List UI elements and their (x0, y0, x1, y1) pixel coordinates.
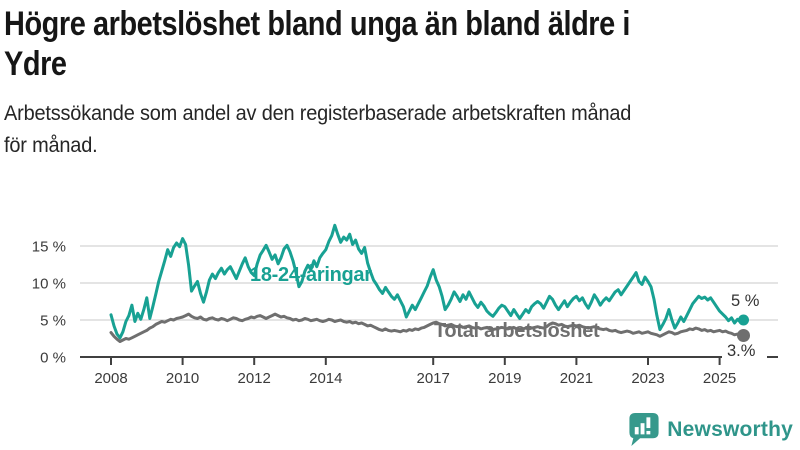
x-axis-tick-label: 2021 (560, 370, 593, 387)
newsworthy-wordmark: Newsworthy (667, 417, 793, 441)
series-end-dot (738, 314, 749, 326)
series-label: 18-24-åringar (250, 263, 372, 286)
subtitle-line-1: Arbetssökande som andel av den registerb… (4, 102, 632, 125)
chart-subtitle: Arbetssökande som andel av den registerb… (4, 98, 796, 162)
page-title: Högre arbetslöshet bland unga än bland ä… (4, 4, 796, 84)
x-axis-tick-label: 2023 (631, 370, 664, 387)
series-line-youth (109, 223, 745, 340)
series-end-value-label: 5 % (731, 292, 760, 310)
x-axis-tick-label: 2025 (703, 370, 736, 387)
series-end-dot (737, 329, 750, 342)
newsworthy-logo-icon (629, 412, 659, 447)
x-axis-tick-label: 2010 (166, 370, 199, 387)
unemployment-line-chart: 15 % 10 % 5 % 0 % 2008 2010 2012 2014 2017 2019 20… (32, 223, 778, 387)
y-axis-tick-label: 5 % (40, 313, 66, 330)
series-label: Total arbetslöshet (434, 320, 600, 342)
y-axis-tick-label: 10 % (32, 276, 66, 293)
title-line-1: Högre arbetslöshet bland unga än bland ä… (4, 5, 630, 43)
subtitle-line-2: för månad. (4, 134, 98, 157)
x-axis-tick-label: 2019 (488, 370, 521, 387)
x-axis-tick-label: 2017 (417, 370, 450, 387)
x-axis-tick-label: 2014 (309, 370, 342, 387)
series-line-total (109, 312, 745, 343)
chart-header: Högre arbetslöshet bland unga än bland ä… (4, 4, 796, 162)
title-line-2: Ydre (4, 45, 67, 83)
newsworthy-logo: Newsworthy (628, 412, 793, 447)
x-axis-tick-label: 2012 (238, 370, 271, 387)
series-end-value-label: 3.% (727, 342, 756, 360)
x-axis-tick-label: 2008 (94, 370, 127, 387)
logo-bars-icon (635, 417, 651, 435)
y-axis-tick-label: 15 % (32, 239, 66, 256)
end-label-bg (722, 344, 767, 359)
y-axis-tick-label: 0 % (40, 350, 66, 367)
